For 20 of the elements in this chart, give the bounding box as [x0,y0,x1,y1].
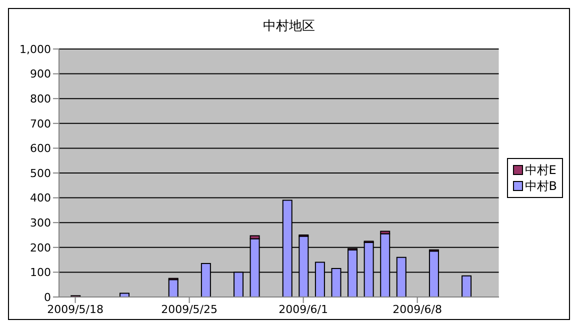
y-tick-label: 700 [30,117,51,130]
legend-label: 中村B [524,178,557,194]
y-tick-label: 900 [30,68,51,81]
y-tick-label: 100 [30,266,51,280]
y-tick-label: 600 [30,142,51,156]
x-tick-label: 2009/6/8 [392,302,442,316]
y-tick-label: 300 [30,216,51,230]
y-tick-label: 500 [30,166,51,180]
x-tick-label: 2009/6/1 [278,302,328,316]
x-tick-label: 2009/5/18 [47,302,104,316]
y-tick-label: 800 [30,92,51,106]
y-tick-label: 200 [30,241,51,254]
y-tick-label: 1,000 [20,42,51,56]
legend-label: 中村E [524,162,556,178]
bar [462,275,472,297]
y-tick-label: 400 [30,192,51,205]
y-tick-label: 0 [44,290,51,304]
chart-title: 中村地区 [262,18,316,36]
x-tick-label: 2009/5/25 [161,302,218,316]
bar [168,279,178,297]
